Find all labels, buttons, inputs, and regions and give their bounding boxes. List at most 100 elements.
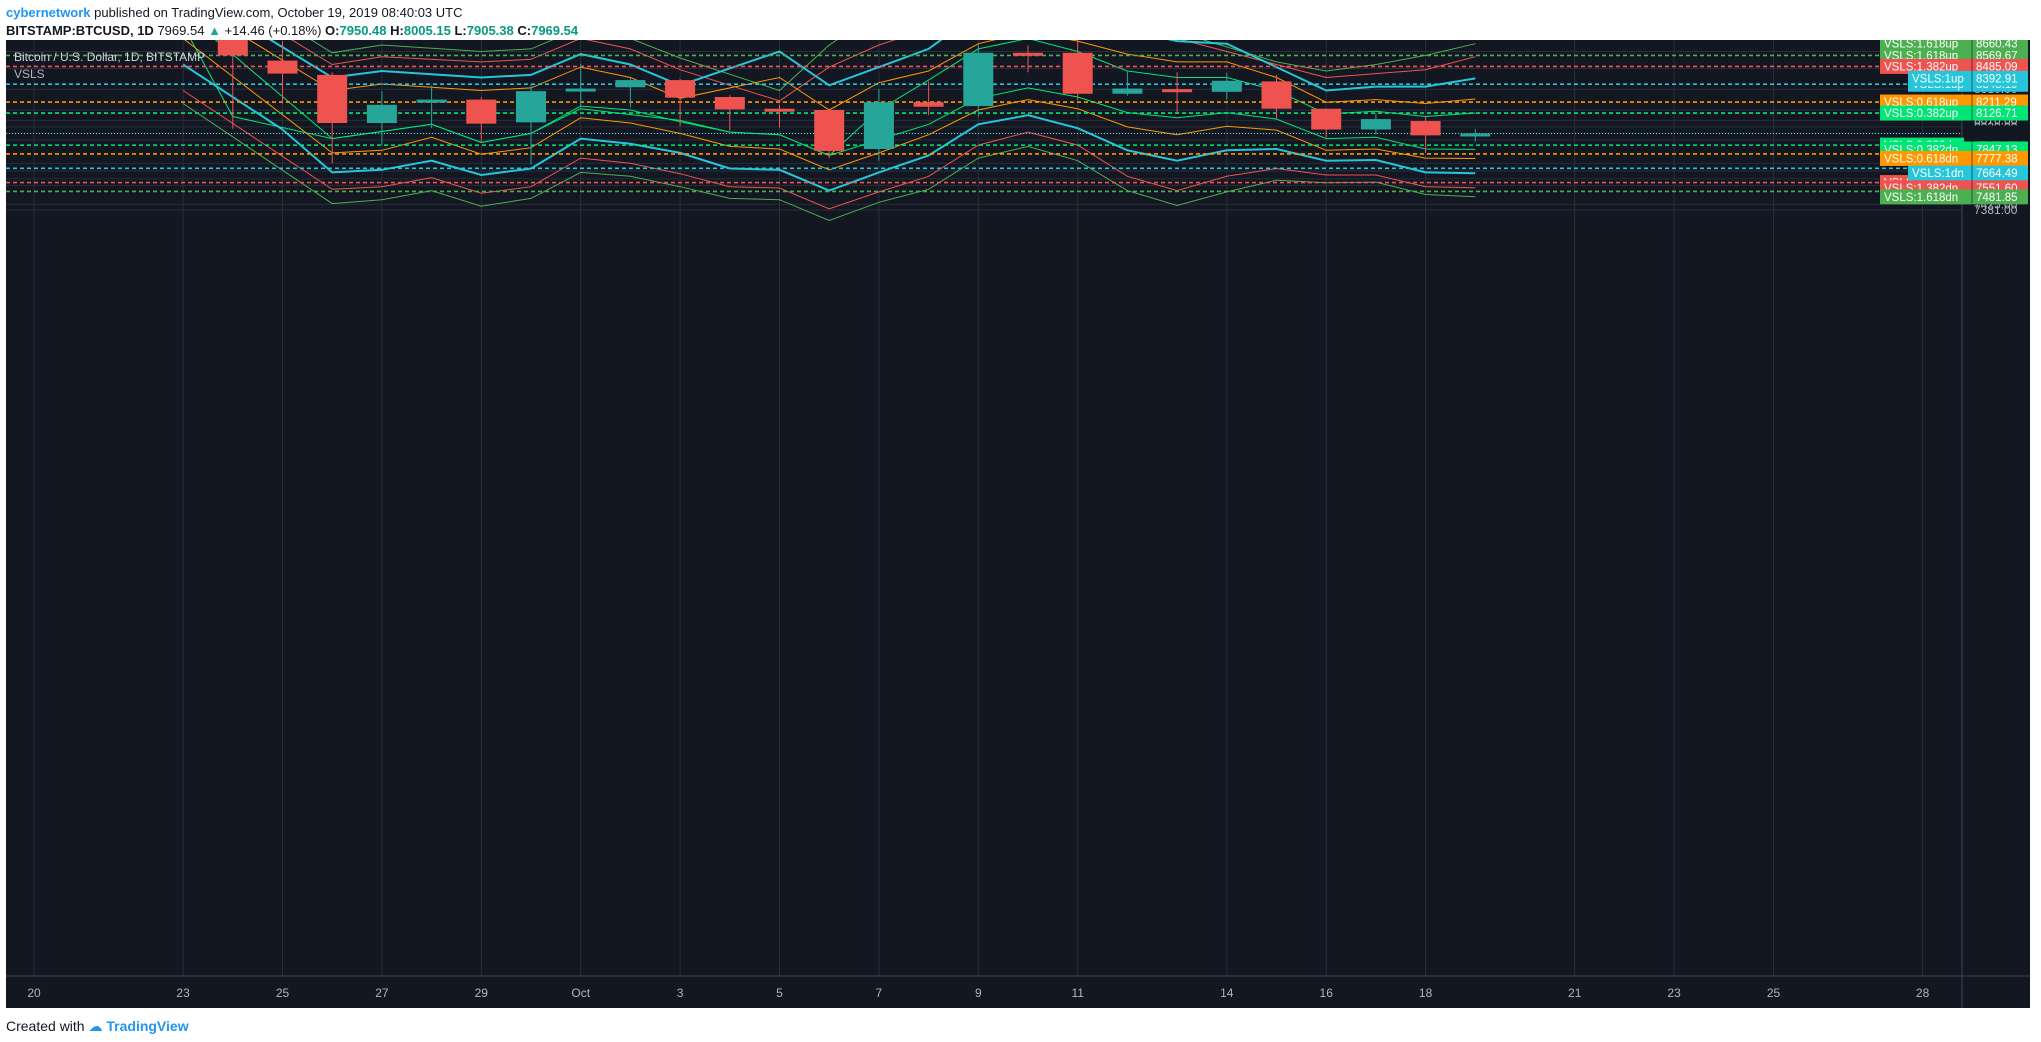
published-text: published on TradingView.com, October 19…: [94, 5, 463, 20]
level-label-bg: [1908, 165, 2028, 181]
high-value: 8005.15: [403, 23, 451, 38]
level-label-name: VSLS:0.618dn: [1884, 153, 1958, 165]
candle-body[interactable]: [267, 60, 298, 74]
tradingview-brand[interactable]: TradingView: [106, 1018, 189, 1034]
level-label-value: 8660.43: [1976, 40, 2018, 51]
level-label-value: 7664.49: [1976, 168, 2018, 180]
band-1.618up: [310, 40, 1476, 92]
symbol-label: BITSTAMP:BTCUSD, 1D: [6, 23, 154, 38]
candle-body[interactable]: [466, 99, 497, 124]
level-label-value: 8485.09: [1976, 61, 2018, 73]
x-tick-label: 20: [27, 986, 41, 1000]
x-tick-label: 23: [1667, 986, 1681, 1000]
low-label: L:: [454, 23, 467, 38]
candle-body[interactable]: [416, 99, 447, 103]
candle-body[interactable]: [217, 40, 248, 56]
candle-body[interactable]: [1360, 119, 1391, 130]
candle-body[interactable]: [615, 80, 646, 88]
x-tick-label: 25: [276, 986, 290, 1000]
indicator-name: VSLS: [14, 67, 45, 81]
created-with-text: Created with: [6, 1018, 85, 1034]
open-label: O:: [325, 23, 340, 38]
level-label-value: 8392.91: [1976, 73, 2018, 85]
close-label: C:: [517, 23, 532, 38]
low-value: 7905.38: [466, 23, 514, 38]
x-tick-label: 11: [1071, 986, 1084, 1000]
candle-body[interactable]: [665, 80, 696, 98]
band-0.382dn: [190, 40, 1476, 157]
price-change: +14.46 (+0.18%): [224, 23, 322, 38]
x-tick-label: 28: [1916, 986, 1930, 1000]
level-label-name: VSLS:0.382up: [1884, 108, 1958, 120]
candle-body[interactable]: [1311, 108, 1342, 130]
candle-body[interactable]: [764, 108, 795, 112]
x-tick-label: 21: [1568, 986, 1582, 1000]
y-tick-label: 7381.00: [1974, 203, 2018, 217]
candle-body[interactable]: [1162, 89, 1193, 93]
author-link[interactable]: cybernetwork: [6, 5, 91, 20]
candle-body[interactable]: [814, 110, 845, 151]
x-tick-label: 16: [1320, 986, 1334, 1000]
footer: Created with ☁ TradingView: [6, 1015, 189, 1037]
chart-background: [6, 40, 2030, 1008]
level-label-name: VSLS:1dn: [1912, 168, 1964, 180]
candle-body[interactable]: [317, 74, 348, 123]
last-price-marker-bg: [1964, 125, 2028, 142]
chart-title: Bitcoin / U.S. Dollar, 1D, BITSTAMP: [14, 50, 205, 64]
high-label: H:: [390, 23, 404, 38]
candle-body[interactable]: [1062, 52, 1093, 94]
candle-body[interactable]: [1460, 133, 1491, 137]
open-value: 7950.48: [339, 23, 387, 38]
x-tick-label: 23: [176, 986, 190, 1000]
level-label-name: VSLS:1up: [1912, 73, 1964, 85]
level-label-value: 8126.71: [1976, 108, 2018, 120]
candle-body[interactable]: [863, 102, 894, 149]
price-chart[interactable]: 8700.008600.008470.008310.008150.008070.…: [0, 40, 2041, 1008]
x-tick-label: 14: [1220, 986, 1234, 1000]
x-tick-label: 27: [375, 986, 389, 1000]
x-tick-label: 5: [776, 986, 783, 1000]
last-price: 7969.54: [157, 23, 205, 38]
candle-body[interactable]: [366, 104, 397, 123]
candle-body[interactable]: [1211, 80, 1242, 92]
level-label-bg: [1880, 150, 2028, 166]
x-tick-label: 25: [1767, 986, 1781, 1000]
time-axis[interactable]: 20 23 25 27 29 Oct 3 5 7 9 11 14 16 18 21 23 25 28: [27, 986, 1929, 1000]
band-0.618up: [248, 40, 1476, 111]
x-tick-label: 18: [1419, 986, 1433, 1000]
candle-body[interactable]: [565, 88, 596, 92]
band-1up: [268, 40, 1476, 92]
vsls-bands: [182, 40, 1476, 222]
candle-body[interactable]: [1261, 81, 1292, 109]
tradingview-logo-icon: ☁: [88, 1018, 103, 1034]
level-label-bg: [1908, 70, 2028, 86]
candle-body[interactable]: [1112, 88, 1143, 94]
band-1.618dn: [182, 103, 1476, 222]
up-arrow-icon: ▲: [208, 23, 221, 38]
candle-body[interactable]: [1013, 52, 1043, 56]
level-label-name: VSLS:1.382up: [1884, 61, 1958, 73]
candle-body[interactable]: [913, 102, 944, 107]
level-label-name: VSLS:1.618up: [1884, 40, 1958, 51]
level-label-value: 7777.38: [1976, 153, 2018, 165]
level-label-bg: [1880, 58, 2028, 74]
level-label-bg: [1880, 105, 2028, 121]
level-label-bg: [1880, 189, 2028, 205]
candle-body[interactable]: [714, 97, 745, 110]
x-tick-label: 9: [975, 986, 982, 1000]
level-label-value: 7481.85: [1976, 192, 2018, 204]
x-tick-label: 29: [475, 986, 489, 1000]
band-1dn: [182, 63, 1476, 192]
candle-body[interactable]: [963, 52, 994, 107]
candles: [217, 40, 1491, 165]
x-tick-label: 3: [677, 986, 684, 1000]
x-tick-label: Oct: [571, 986, 590, 1000]
candle-body[interactable]: [516, 91, 546, 123]
x-tick-label: 7: [876, 986, 883, 1000]
chart-header: cybernetwork published on TradingView.co…: [6, 4, 2036, 40]
level-label-bg: [1880, 40, 2028, 52]
candle-body[interactable]: [1410, 121, 1441, 136]
close-value: 7969.54: [531, 23, 579, 38]
band-1.382up: [291, 40, 1476, 102]
